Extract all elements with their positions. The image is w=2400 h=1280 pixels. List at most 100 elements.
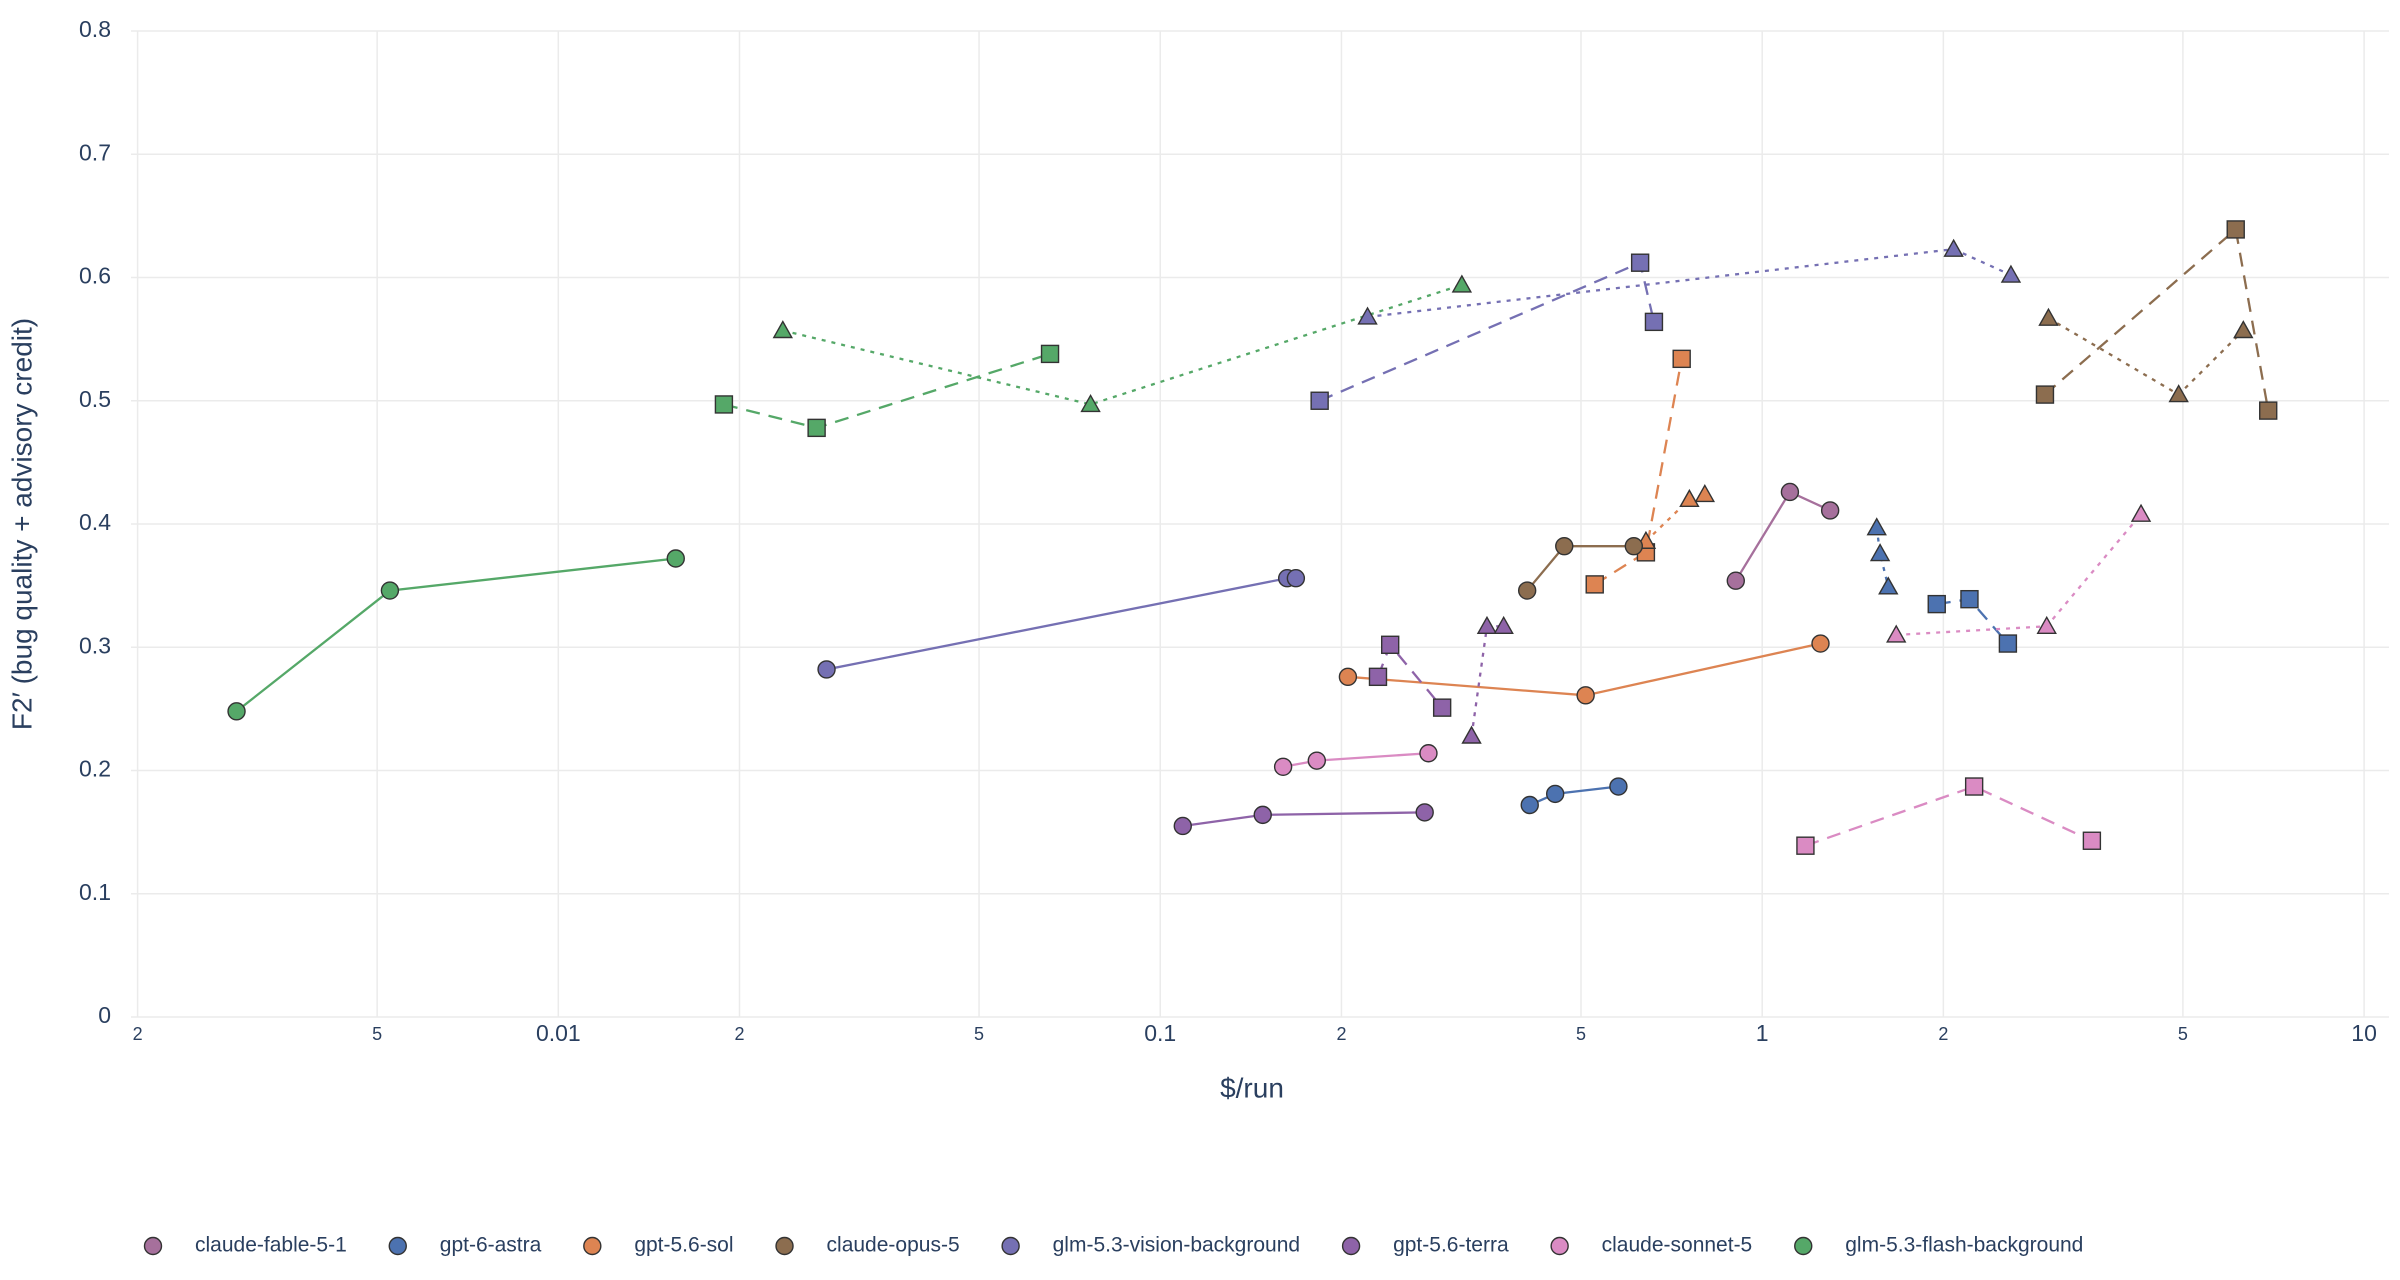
y-tick-label: 0.1 xyxy=(79,879,111,905)
circle-marker xyxy=(1609,777,1628,796)
triangle-marker xyxy=(1080,394,1101,413)
x-tick-label: 2 xyxy=(735,1024,745,1044)
circle-marker xyxy=(817,660,836,679)
legend-label: gpt-5.6-sol xyxy=(634,1234,733,1257)
x-tick-label: 5 xyxy=(2178,1024,2188,1044)
legend-label: glm-5.3-vision-background xyxy=(1053,1234,1300,1257)
circle-marker xyxy=(1811,634,1830,653)
legend-label: claude-fable-5-1 xyxy=(195,1234,347,1257)
series-line xyxy=(1367,247,2012,319)
legend-marker xyxy=(583,1236,602,1256)
circle-marker xyxy=(1173,816,1192,836)
triangle-marker xyxy=(1943,238,1964,257)
circle-marker xyxy=(1576,686,1595,705)
legend-label: glm-5.3-flash-background xyxy=(1845,1234,2083,1257)
series-line xyxy=(235,557,676,713)
plot-area xyxy=(227,220,2278,855)
legend-marker xyxy=(775,1236,794,1256)
series-line xyxy=(1376,642,1444,709)
square-marker xyxy=(714,395,734,414)
triangle-marker xyxy=(1461,725,1482,744)
circle-marker xyxy=(1624,536,1644,556)
series-line xyxy=(1282,752,1429,768)
y-tick-label: 0.3 xyxy=(79,632,111,658)
circle-marker xyxy=(1307,751,1326,770)
triangle-marker xyxy=(772,320,793,339)
legend-label: claude-sonnet-5 xyxy=(1602,1234,1753,1257)
y-tick-label: 0.2 xyxy=(79,756,111,782)
y-axis-title: F2′ (bug quality + advisory credit) xyxy=(6,318,37,730)
x-axis-title: $/run xyxy=(1220,1072,1284,1103)
x-tick-label: 5 xyxy=(974,1024,984,1044)
triangle-marker xyxy=(1694,483,1716,503)
grid: 0 0.1 0.2 0.3 0.4 0.5 0.6 0.7 0.8 2 5 0.01 2 5 0.1 2 5 1 2… xyxy=(79,16,2389,1046)
x-tick-label: 1 xyxy=(1756,1020,1769,1046)
triangle-marker xyxy=(1679,488,1700,508)
series-line xyxy=(782,283,1463,406)
triangle-marker xyxy=(1476,615,1498,634)
square-marker xyxy=(1040,344,1060,364)
triangle-marker xyxy=(1357,306,1378,325)
circle-marker xyxy=(1820,501,1840,520)
square-marker xyxy=(1630,253,1650,272)
y-tick-label: 0.7 xyxy=(79,139,111,165)
square-marker xyxy=(1432,698,1452,717)
triangle-marker xyxy=(2000,264,2022,283)
series-line xyxy=(1182,811,1425,828)
x-tick-label: 2 xyxy=(1336,1024,1346,1044)
x-tick-label: 2 xyxy=(1938,1024,1948,1044)
series-line xyxy=(1594,358,1683,586)
square-marker xyxy=(1585,575,1604,594)
triangle-marker xyxy=(2233,320,2254,339)
legend: claude-fable-5-1 gpt-6-astra gpt-5.6-sol cl… xyxy=(143,1234,2083,1257)
series-line xyxy=(2047,317,2245,397)
series-line xyxy=(1805,785,2093,847)
x-tick-label: 5 xyxy=(372,1024,382,1044)
circle-marker xyxy=(1253,805,1272,825)
x-tick-label: 2 xyxy=(133,1024,143,1044)
circle-marker xyxy=(1520,795,1539,815)
square-marker xyxy=(807,418,826,438)
square-marker xyxy=(1796,836,1815,855)
legend-label: gpt-6-astra xyxy=(440,1234,542,1257)
series-line xyxy=(723,352,1051,430)
square-marker xyxy=(1672,349,1691,369)
circle-marker xyxy=(1545,784,1565,804)
legend-marker xyxy=(388,1236,407,1256)
triangle-marker xyxy=(1866,517,1887,536)
x-tick-label: 5 xyxy=(1576,1024,1586,1044)
square-marker xyxy=(2226,220,2245,239)
circle-marker xyxy=(1419,744,1438,763)
square-marker xyxy=(1960,589,1979,609)
triangle-marker xyxy=(2036,615,2057,634)
triangle-marker xyxy=(1869,543,1891,562)
square-marker xyxy=(1310,391,1329,410)
square-marker xyxy=(2082,831,2102,850)
triangle-marker xyxy=(1493,615,1514,634)
legend-marker xyxy=(1341,1236,1361,1256)
y-tick-label: 0 xyxy=(98,1002,111,1028)
legend-marker xyxy=(1550,1236,1569,1256)
circle-marker xyxy=(1517,581,1537,600)
series-line xyxy=(1529,785,1619,807)
circle-marker xyxy=(1726,571,1745,590)
square-marker xyxy=(1927,594,1946,614)
legend-marker xyxy=(1794,1236,1813,1256)
series-line xyxy=(2044,227,2270,411)
x-tick-label: 0.1 xyxy=(1144,1020,1176,1046)
circle-marker xyxy=(1273,757,1293,777)
legend-marker xyxy=(1001,1236,1020,1256)
circle-marker xyxy=(1555,536,1574,556)
legend-label: gpt-5.6-terra xyxy=(1393,1234,1509,1257)
triangle-marker xyxy=(1878,576,1899,595)
circle-marker xyxy=(1338,667,1358,687)
y-tick-label: 0.6 xyxy=(79,263,111,289)
square-marker xyxy=(1380,635,1400,654)
circle-marker xyxy=(380,581,400,600)
square-marker xyxy=(1964,777,1984,796)
triangle-marker xyxy=(2038,307,2059,326)
circle-marker xyxy=(1286,569,1306,588)
square-marker xyxy=(1998,634,2018,653)
